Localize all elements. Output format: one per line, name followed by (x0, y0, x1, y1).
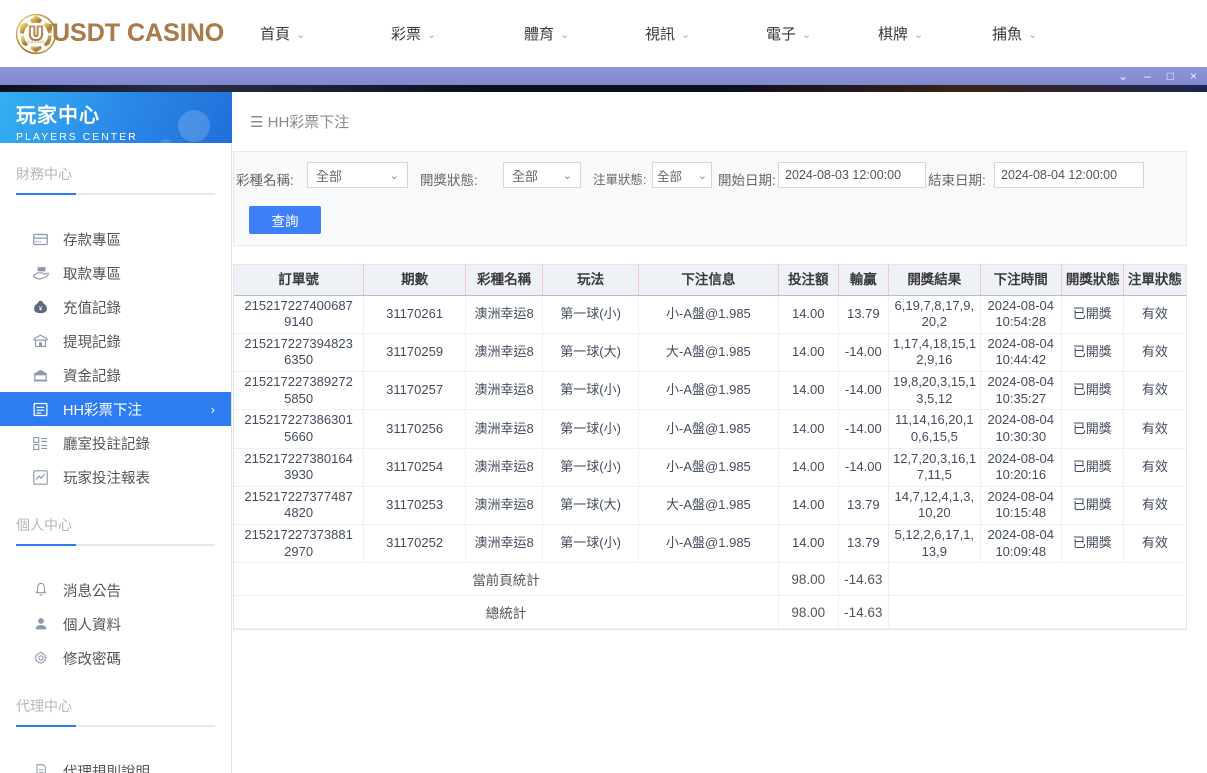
svg-text:CASINO: CASINO (28, 39, 45, 43)
svg-text:¥: ¥ (39, 305, 43, 312)
